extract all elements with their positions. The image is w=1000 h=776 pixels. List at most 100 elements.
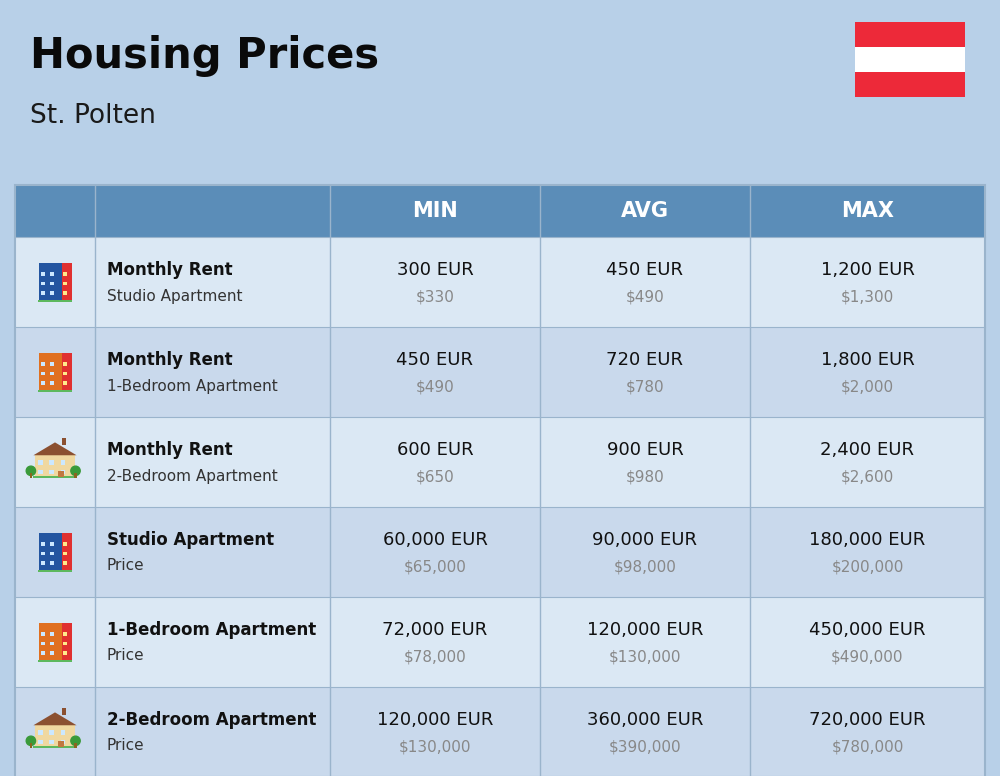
Bar [38, 533, 62, 571]
Bar [63, 562, 67, 565]
Bar [50, 362, 54, 365]
Text: 90,000 EUR: 90,000 EUR [592, 531, 698, 549]
Bar [62, 623, 72, 661]
Bar [63, 382, 67, 385]
Bar [50, 652, 54, 655]
Bar [62, 263, 72, 301]
Bar [15, 597, 985, 687]
Text: 450 EUR: 450 EUR [606, 261, 684, 279]
Text: Price: Price [107, 559, 145, 573]
Bar [74, 473, 77, 478]
Text: 2-Bedroom Apartment: 2-Bedroom Apartment [107, 711, 316, 729]
Bar [41, 542, 45, 546]
Circle shape [26, 466, 36, 476]
Text: $2,600: $2,600 [841, 469, 894, 484]
Bar [41, 552, 45, 556]
Text: 300 EUR: 300 EUR [397, 261, 473, 279]
Text: 600 EUR: 600 EUR [397, 441, 473, 459]
Bar [38, 263, 62, 301]
Bar [38, 390, 72, 393]
Bar [15, 185, 985, 237]
Text: $650: $650 [416, 469, 454, 484]
Circle shape [26, 736, 36, 746]
Bar [38, 570, 72, 573]
Bar [61, 460, 65, 465]
Bar [50, 562, 54, 565]
Bar [49, 730, 54, 735]
Bar [41, 292, 45, 296]
Text: $490: $490 [416, 379, 454, 394]
Text: $65,000: $65,000 [404, 559, 466, 574]
Bar [15, 417, 985, 507]
Bar [61, 730, 65, 735]
Text: $1,300: $1,300 [841, 289, 894, 304]
Bar [62, 353, 72, 391]
Circle shape [71, 736, 80, 746]
Bar [63, 542, 67, 546]
Polygon shape [33, 712, 77, 726]
Bar [41, 372, 45, 376]
Bar [15, 237, 985, 327]
Text: 2,400 EUR: 2,400 EUR [820, 441, 914, 459]
Circle shape [71, 466, 80, 476]
Text: $130,000: $130,000 [399, 740, 471, 754]
Bar [63, 372, 67, 376]
Text: 180,000 EUR: 180,000 EUR [809, 531, 926, 549]
Bar [74, 743, 77, 748]
Bar [35, 456, 75, 477]
Text: 1-Bedroom Apartment: 1-Bedroom Apartment [107, 621, 316, 639]
Bar [63, 642, 67, 646]
Text: $980: $980 [626, 469, 664, 484]
Bar [62, 533, 72, 571]
Bar [855, 47, 965, 72]
Text: Price: Price [107, 649, 145, 663]
Text: 72,000 EUR: 72,000 EUR [382, 621, 488, 639]
Text: 720 EUR: 720 EUR [606, 351, 684, 369]
Bar [58, 741, 64, 747]
Text: Studio Apartment: Studio Apartment [107, 531, 274, 549]
Bar [15, 185, 985, 776]
Bar [38, 460, 43, 465]
Bar [33, 476, 77, 478]
Bar [63, 632, 67, 636]
Text: $780: $780 [626, 379, 664, 394]
Text: $130,000: $130,000 [609, 650, 681, 664]
Text: Price: Price [107, 739, 145, 753]
Text: $490: $490 [626, 289, 664, 304]
Bar [855, 72, 965, 97]
Bar [38, 300, 72, 303]
Text: Monthly Rent: Monthly Rent [107, 351, 233, 369]
Text: $98,000: $98,000 [614, 559, 676, 574]
Text: $390,000: $390,000 [609, 740, 681, 754]
Bar [38, 740, 43, 744]
Bar [58, 471, 64, 477]
Text: 120,000 EUR: 120,000 EUR [377, 711, 493, 729]
Bar [63, 652, 67, 655]
Text: 60,000 EUR: 60,000 EUR [383, 531, 487, 549]
Bar [33, 746, 77, 748]
Bar [41, 282, 45, 286]
Bar [50, 292, 54, 296]
Text: Monthly Rent: Monthly Rent [107, 441, 233, 459]
Bar [61, 469, 65, 474]
Text: Studio Apartment: Studio Apartment [107, 289, 242, 303]
Bar [50, 552, 54, 556]
Bar [62, 438, 66, 445]
Text: 1,800 EUR: 1,800 EUR [821, 351, 914, 369]
Text: $330: $330 [416, 289, 454, 304]
Bar [38, 623, 62, 661]
Bar [63, 362, 67, 365]
Bar [855, 22, 965, 47]
Text: St. Polten: St. Polten [30, 103, 156, 129]
Text: Monthly Rent: Monthly Rent [107, 261, 233, 279]
Bar [50, 272, 54, 275]
Text: AVG: AVG [621, 201, 669, 221]
Bar [15, 507, 985, 597]
Text: $490,000: $490,000 [831, 650, 904, 664]
Text: $780,000: $780,000 [831, 740, 904, 754]
Text: 1-Bedroom Apartment: 1-Bedroom Apartment [107, 379, 278, 393]
Text: 450 EUR: 450 EUR [396, 351, 474, 369]
Bar [41, 652, 45, 655]
Polygon shape [33, 442, 77, 456]
Bar [41, 632, 45, 636]
